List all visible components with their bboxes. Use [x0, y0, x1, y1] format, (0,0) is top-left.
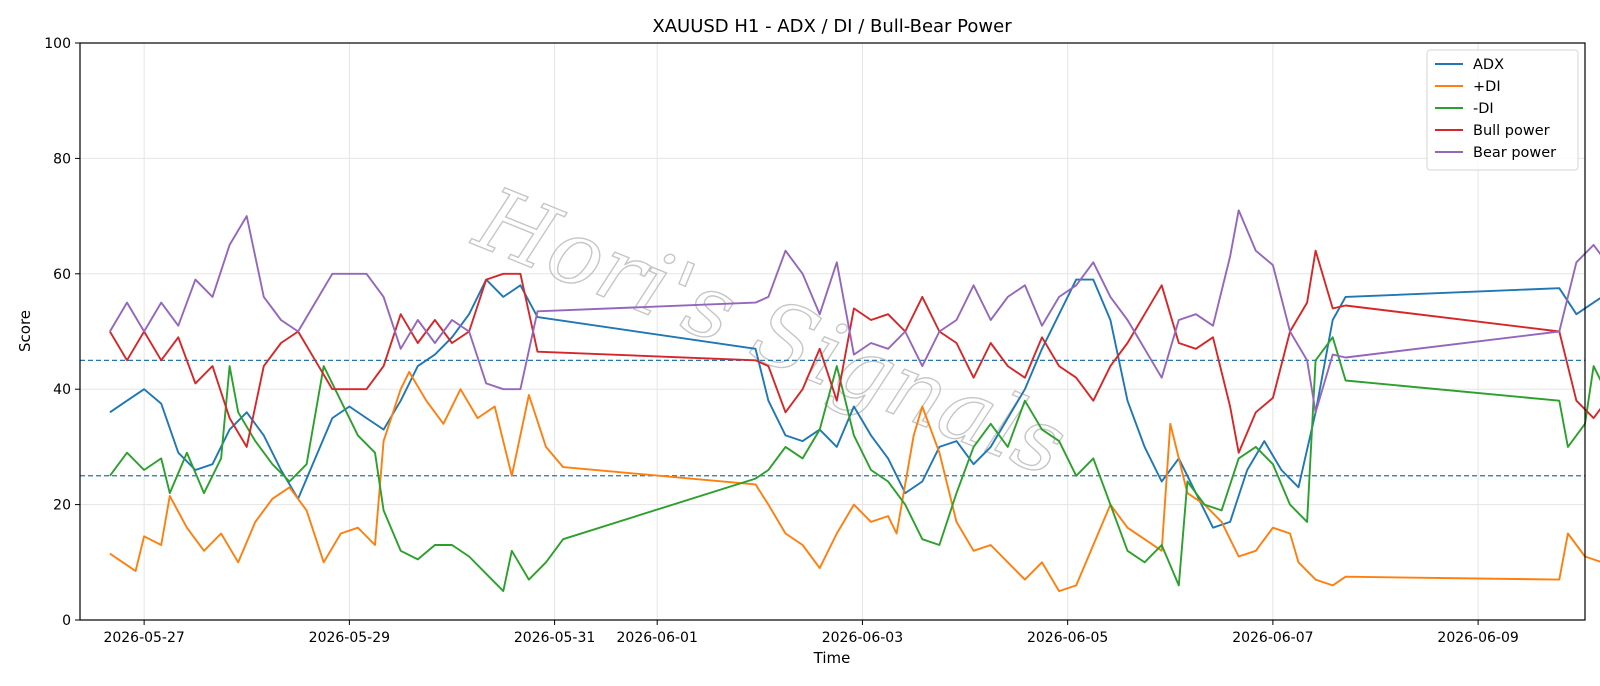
y-axis-label: Score — [16, 310, 34, 352]
series-line-bull-power — [109, 249, 1600, 454]
series-line-bear-power — [109, 209, 1600, 414]
legend-entry: -DI — [1473, 101, 1494, 117]
legend-entry: Bear power — [1473, 145, 1556, 161]
legend-entry: Bull power — [1473, 123, 1550, 139]
y-tick-label: 100 — [44, 36, 71, 52]
y-tick-label: 80 — [53, 151, 71, 167]
x-tick-label: 2026-06-03 — [822, 630, 903, 646]
series-lines — [109, 209, 1600, 593]
y-axis-ticks: 0 20 40 60 80 100 — [44, 36, 80, 629]
x-tick-label: 2026-06-07 — [1232, 630, 1313, 646]
x-tick-label: 2026-05-31 — [514, 630, 595, 646]
y-tick-label: 0 — [62, 613, 71, 629]
legend: ADX +DI -DI Bull power Bear power — [1426, 49, 1579, 171]
plot-frame — [79, 42, 1586, 621]
chart-title: XAUUSD H1 - ADX / DI / Bull-Bear Power — [652, 16, 1012, 37]
x-tick-label: 2026-06-09 — [1437, 630, 1518, 646]
x-axis-ticks: 2026-05-27 2026-05-29 2026-05-31 2026-06-01… — [103, 620, 1519, 646]
x-tick-label: 2026-06-05 — [1027, 630, 1108, 646]
x-tick-label: 2026-06-01 — [617, 630, 698, 646]
x-tick-label: 2026-05-27 — [103, 630, 184, 646]
y-tick-label: 40 — [53, 382, 71, 398]
series-line-adx — [109, 278, 1600, 529]
x-axis-label: Time — [813, 649, 851, 667]
legend-entry: ADX — [1473, 57, 1504, 73]
series-line-di — [109, 370, 1600, 593]
legend-box — [1426, 49, 1579, 171]
series-line-di — [109, 336, 1600, 593]
y-tick-label: 60 — [53, 267, 71, 283]
threshold-lines — [80, 359, 1585, 477]
y-tick-label: 20 — [53, 498, 71, 514]
x-tick-label: 2026-05-29 — [309, 630, 390, 646]
legend-entry: +DI — [1473, 79, 1501, 95]
